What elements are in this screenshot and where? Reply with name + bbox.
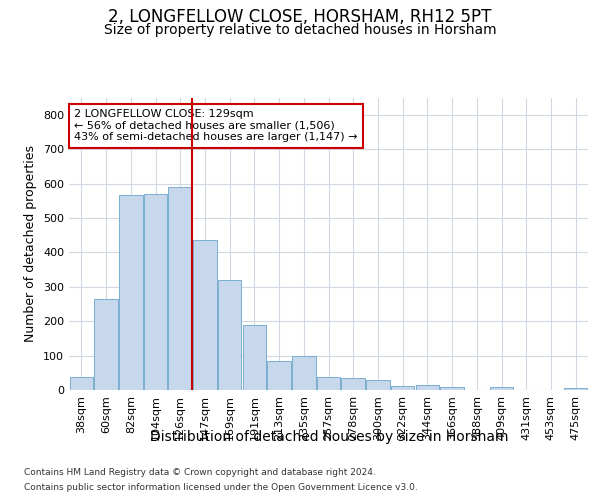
- Bar: [70, 378, 93, 390]
- Bar: [416, 385, 439, 390]
- Bar: [440, 386, 464, 390]
- Bar: [317, 377, 340, 390]
- Bar: [144, 194, 167, 390]
- Bar: [341, 378, 365, 390]
- Text: Contains public sector information licensed under the Open Government Licence v3: Contains public sector information licen…: [24, 483, 418, 492]
- Bar: [119, 194, 143, 390]
- Text: Contains HM Land Registry data © Crown copyright and database right 2024.: Contains HM Land Registry data © Crown c…: [24, 468, 376, 477]
- Bar: [366, 380, 389, 390]
- Y-axis label: Number of detached properties: Number of detached properties: [25, 145, 37, 342]
- Text: 2, LONGFELLOW CLOSE, HORSHAM, RH12 5PT: 2, LONGFELLOW CLOSE, HORSHAM, RH12 5PT: [109, 8, 491, 26]
- Bar: [564, 388, 587, 390]
- Bar: [218, 280, 241, 390]
- Bar: [169, 187, 192, 390]
- Bar: [292, 356, 316, 390]
- Bar: [94, 299, 118, 390]
- Bar: [242, 326, 266, 390]
- Text: Size of property relative to detached houses in Horsham: Size of property relative to detached ho…: [104, 23, 496, 37]
- Bar: [193, 240, 217, 390]
- Text: 2 LONGFELLOW CLOSE: 129sqm
← 56% of detached houses are smaller (1,506)
43% of s: 2 LONGFELLOW CLOSE: 129sqm ← 56% of deta…: [74, 109, 358, 142]
- Text: Distribution of detached houses by size in Horsham: Distribution of detached houses by size …: [149, 430, 508, 444]
- Bar: [268, 362, 291, 390]
- Bar: [490, 386, 513, 390]
- Bar: [391, 386, 415, 390]
